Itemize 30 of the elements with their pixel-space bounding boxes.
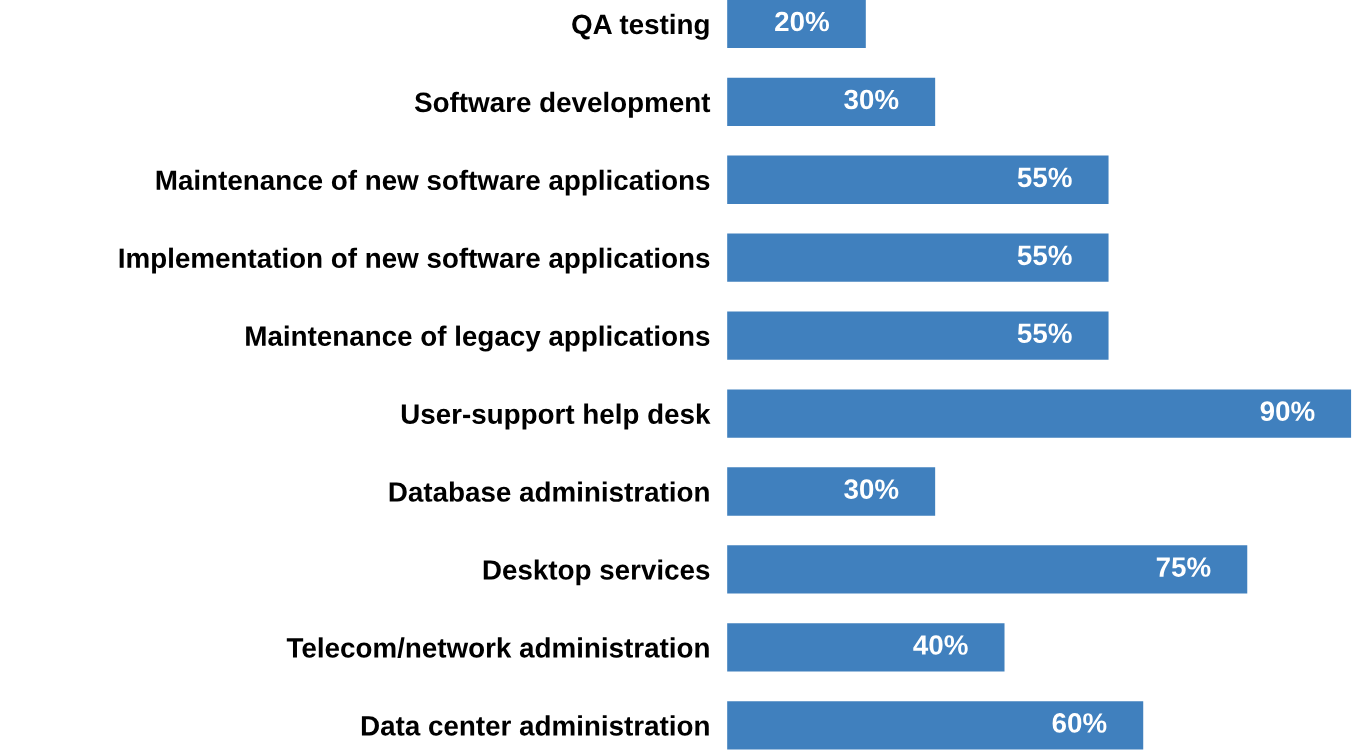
data-label: 55% [1017, 323, 1072, 344]
bar [727, 155, 1109, 204]
data-label: 30% [844, 479, 899, 500]
data-label: 75% [1156, 557, 1211, 577]
bar [727, 0, 866, 49]
y-tick-label: Maintenance of new software applications [156, 169, 710, 196]
bar [727, 545, 1248, 594]
y-tick-label: Data center administration [361, 715, 709, 736]
bar [727, 623, 1005, 672]
data-label: 30% [844, 89, 899, 110]
data-label: 60% [1052, 713, 1107, 733]
data-label: 20% [775, 11, 830, 32]
y-tick-label: Database administration [389, 481, 709, 502]
data-label: 90% [1260, 401, 1315, 422]
data-label: 40% [913, 635, 968, 655]
bar [727, 701, 1144, 750]
bar [727, 77, 936, 126]
y-tick-label: User-support help desk [401, 403, 711, 430]
bar [727, 467, 936, 516]
bar [727, 233, 1109, 282]
bar [727, 311, 1109, 360]
y-tick-label: Maintenance of legacy applications [246, 325, 710, 352]
y-tick-label: QA testing [572, 13, 709, 40]
data-label: 55% [1017, 167, 1072, 188]
data-label: 55% [1017, 245, 1072, 266]
bar [727, 389, 1352, 438]
y-tick-label: Telecom/network administration [286, 637, 709, 659]
y-tick-label: Desktop services [483, 559, 710, 586]
y-tick-label: Implementation of new software applications [119, 247, 710, 274]
y-tick-label: Software development [414, 91, 711, 118]
